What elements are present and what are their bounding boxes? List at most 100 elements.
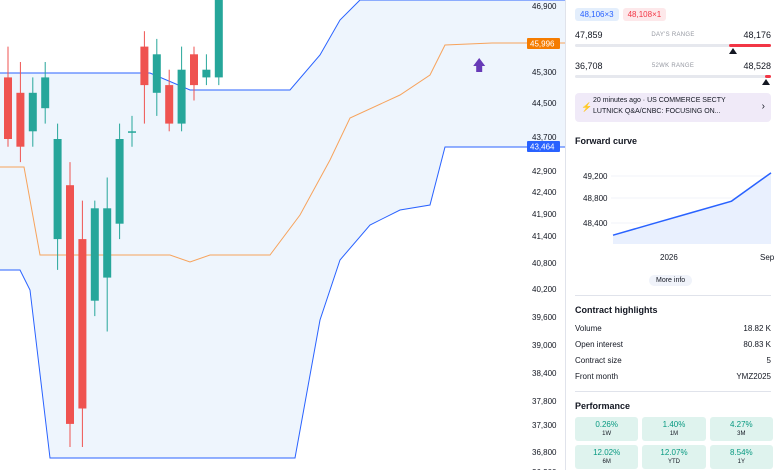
candle-body: [115, 139, 124, 224]
days-range-label: DAY'S RANGE: [651, 32, 695, 38]
candle[interactable]: [16, 62, 25, 163]
news-banner[interactable]: ⚡ 20 minutes ago · US COMMERCE SECTY LUT…: [575, 93, 771, 122]
ask-chip[interactable]: 48,108×1: [622, 8, 667, 21]
performance-label: YTD: [667, 459, 680, 465]
price-badge-orange-text: 45,996: [530, 40, 555, 49]
candle[interactable]: [53, 123, 62, 270]
forward-curve-chart: 49,200 48,800 48,400 2026 Sep: [583, 172, 775, 262]
more-info-button[interactable]: More info: [649, 275, 693, 286]
candle[interactable]: [128, 115, 136, 147]
price-badge-orange: 45,996: [527, 38, 560, 49]
candle-body: [152, 54, 161, 93]
price-axis-label: 36,800: [532, 448, 557, 457]
candle-body: [90, 208, 99, 301]
price-badge-blue-text: 43,464: [530, 143, 555, 152]
forward-curve-title: Forward curve: [575, 136, 638, 146]
up-arrow-icon[interactable]: [473, 58, 486, 72]
week52-range-low: 36,708: [575, 61, 603, 71]
candle-body: [103, 208, 112, 278]
candle-body: [4, 77, 12, 139]
performance-value: 0.26%: [595, 420, 618, 429]
curve-y-label: 49,200: [583, 172, 608, 181]
candle-body: [165, 85, 174, 124]
candle[interactable]: [214, 0, 223, 86]
bid-ask-chips: 48,106×3 48,108×1: [575, 8, 667, 21]
details-panel: 48,106×3 48,108×1 47,859 DAY'S RANGE 48,…: [566, 0, 780, 470]
candle-body: [66, 185, 74, 424]
price-axis-label: 40,200: [532, 285, 557, 294]
candle[interactable]: [152, 38, 161, 116]
highlight-key: Volume: [575, 324, 602, 333]
divider: [575, 295, 771, 296]
price-axis-label: 39,600: [532, 313, 557, 322]
candle-body: [53, 139, 62, 240]
highlight-value: 80.83 K: [743, 340, 771, 349]
price-axis-label: 45,300: [532, 68, 557, 77]
performance-cell[interactable]: 12.02% 6M: [575, 445, 639, 469]
days-range: 47,859 DAY'S RANGE 48,176: [575, 30, 771, 58]
performance-cell[interactable]: 1.40% 1M: [642, 417, 706, 441]
candle[interactable]: [66, 162, 74, 447]
days-range-fill: [729, 44, 771, 47]
performance-cell[interactable]: 0.26% 1W: [575, 417, 639, 441]
chevron-right-icon[interactable]: ›: [761, 101, 765, 112]
highlight-value: YMZ2025: [736, 372, 771, 381]
performance-cell[interactable]: 8.54% 1Y: [709, 445, 773, 469]
curve-y-label: 48,400: [583, 219, 608, 228]
channel-band-fill: [0, 0, 565, 458]
performance-label: 1W: [602, 431, 612, 437]
candle[interactable]: [4, 46, 12, 147]
performance-value: 12.07%: [660, 448, 688, 457]
candle[interactable]: [78, 200, 87, 447]
lower-band-line: [0, 146, 565, 459]
performance-value: 8.54%: [729, 448, 753, 457]
candle-body: [128, 131, 136, 133]
price-axis-label: 40,800: [532, 259, 557, 268]
performance-cell[interactable]: 12.07% YTD: [642, 445, 706, 469]
performance-value: 1.40%: [662, 420, 686, 429]
highlight-key: Open interest: [575, 340, 624, 349]
candle[interactable]: [190, 46, 198, 101]
days-range-marker: [729, 48, 737, 54]
performance-cell[interactable]: 4.27% 3M: [709, 417, 773, 441]
candle-body: [28, 92, 37, 132]
highlight-value: 5: [766, 356, 771, 365]
performance-label: 1Y: [737, 459, 745, 465]
candle[interactable]: [165, 69, 174, 132]
price-axis-label: 39,000: [532, 341, 557, 350]
week52-range-marker: [762, 79, 770, 85]
price-axis-label: 46,900: [532, 2, 557, 11]
candle[interactable]: [140, 31, 149, 124]
curve-x-label: Sep: [760, 253, 775, 262]
price-axis-label: 42,400: [532, 188, 557, 197]
bid-chip[interactable]: 48,106×3: [575, 8, 619, 21]
candle[interactable]: [28, 77, 37, 147]
price-badge-blue: 43,464: [527, 141, 560, 152]
candlestick-chart[interactable]: 46,900 45,300 44,500 43,700 42,900 42,400 41,9…: [0, 0, 565, 470]
candle[interactable]: [177, 46, 186, 132]
week52-range-label: 52WK RANGE: [651, 63, 695, 69]
price-chart[interactable]: 46,900 45,300 44,500 43,700 42,900 42,400 41,9…: [0, 0, 565, 470]
candle[interactable]: [202, 54, 211, 86]
price-axis-label: 36,300: [532, 468, 557, 470]
days-range-track: [575, 44, 771, 47]
candle[interactable]: [103, 177, 112, 332]
curve-area: [613, 172, 771, 244]
highlight-value: 18.82 K: [743, 324, 771, 333]
candle[interactable]: [90, 200, 99, 317]
performance-label: 3M: [737, 431, 746, 437]
candle-body: [140, 46, 149, 86]
price-axis-label: 41,900: [532, 210, 557, 219]
performance-value: 4.27%: [729, 420, 753, 429]
week52-range: 36,708 52WK RANGE 48,528: [575, 61, 771, 89]
news-line-2: LUTNICK Q&A/CNBC: FOCUSING ON...: [593, 108, 721, 115]
performance-value: 12.02%: [593, 448, 621, 457]
candle[interactable]: [115, 123, 124, 240]
performance-label: 6M: [602, 459, 611, 465]
days-range-high: 48,176: [743, 30, 771, 40]
price-axis-label: 37,300: [532, 421, 557, 430]
performance-label: 1M: [669, 431, 679, 437]
candle-body: [190, 54, 198, 86]
candle-body: [78, 239, 87, 409]
candle[interactable]: [41, 62, 50, 124]
